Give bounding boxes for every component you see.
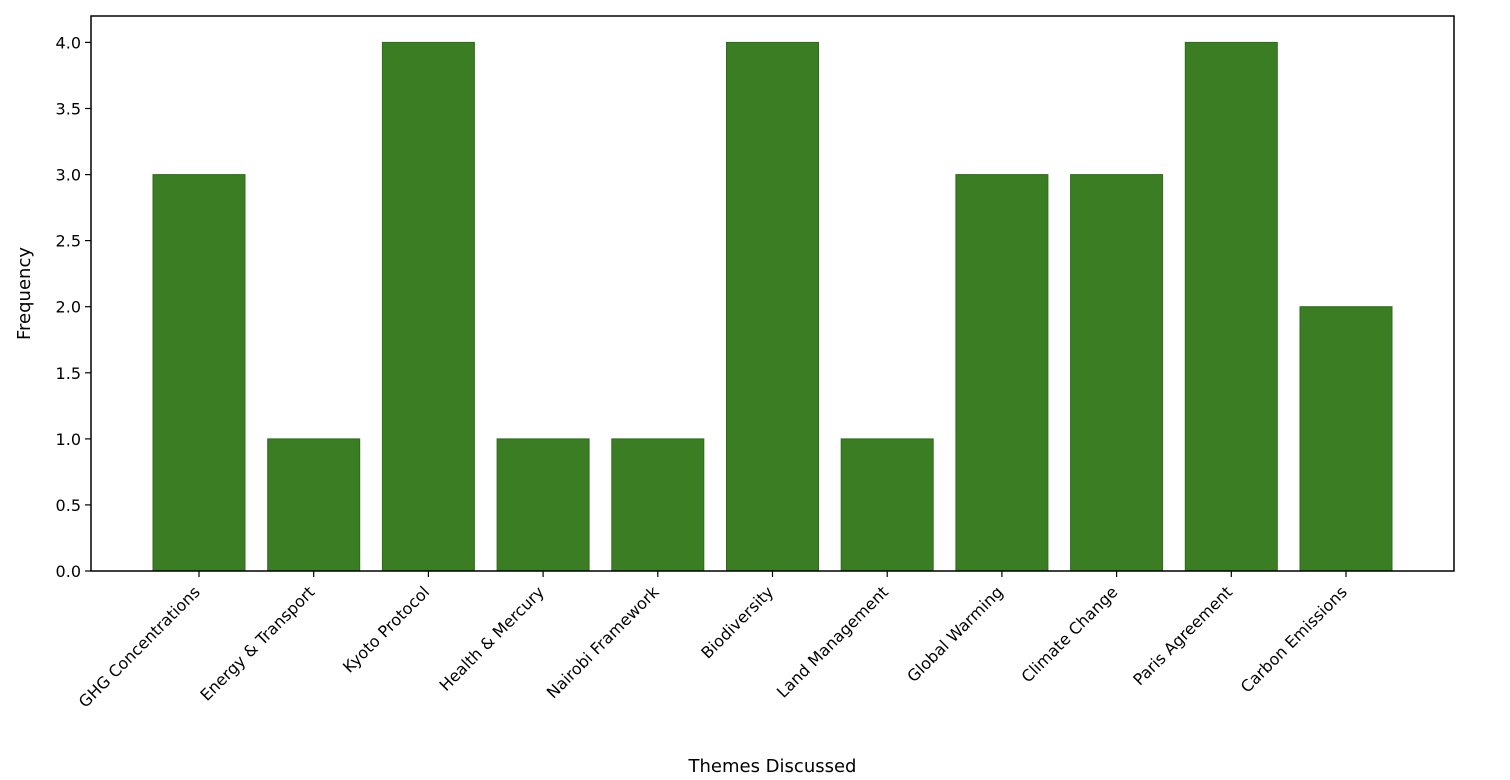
y-tick-label: 4.0 bbox=[56, 33, 81, 52]
bar-paris-agreement bbox=[1184, 41, 1278, 572]
y-tick-label: 2.5 bbox=[56, 232, 81, 251]
bar-global-warming bbox=[955, 174, 1049, 572]
bars-group bbox=[152, 41, 1393, 572]
y-tick-label: 0.0 bbox=[56, 562, 81, 581]
plot-frame bbox=[90, 15, 1455, 572]
y-tick-label: 3.5 bbox=[56, 100, 81, 119]
y-tick-label: 0.5 bbox=[56, 496, 81, 515]
y-axis-label: Frequency bbox=[14, 247, 35, 340]
y-axis-ticks: 0.0 0.5 1.0 1.5 2.0 2.5 3.0 3.5 4.0 bbox=[56, 33, 91, 581]
bar-land-management bbox=[840, 438, 934, 572]
bar-carbon-emissions bbox=[1299, 306, 1393, 572]
x-axis-label: Themes Discussed bbox=[688, 756, 857, 777]
bar-ghg-concentrations bbox=[152, 174, 246, 572]
bar-energy-and-transport bbox=[267, 438, 361, 572]
bar-kyoto-protocol bbox=[381, 41, 475, 572]
y-tick-label: 1.5 bbox=[56, 364, 81, 383]
bar-biodiversity bbox=[726, 41, 819, 572]
bar-nairobi-framework bbox=[611, 438, 705, 572]
bar-health-and-mercury bbox=[496, 438, 590, 572]
y-tick-label: 1.0 bbox=[56, 430, 81, 449]
y-tick-label: 3.0 bbox=[56, 166, 81, 185]
bar-climate-change bbox=[1070, 174, 1164, 572]
y-tick-label: 2.0 bbox=[56, 298, 81, 317]
